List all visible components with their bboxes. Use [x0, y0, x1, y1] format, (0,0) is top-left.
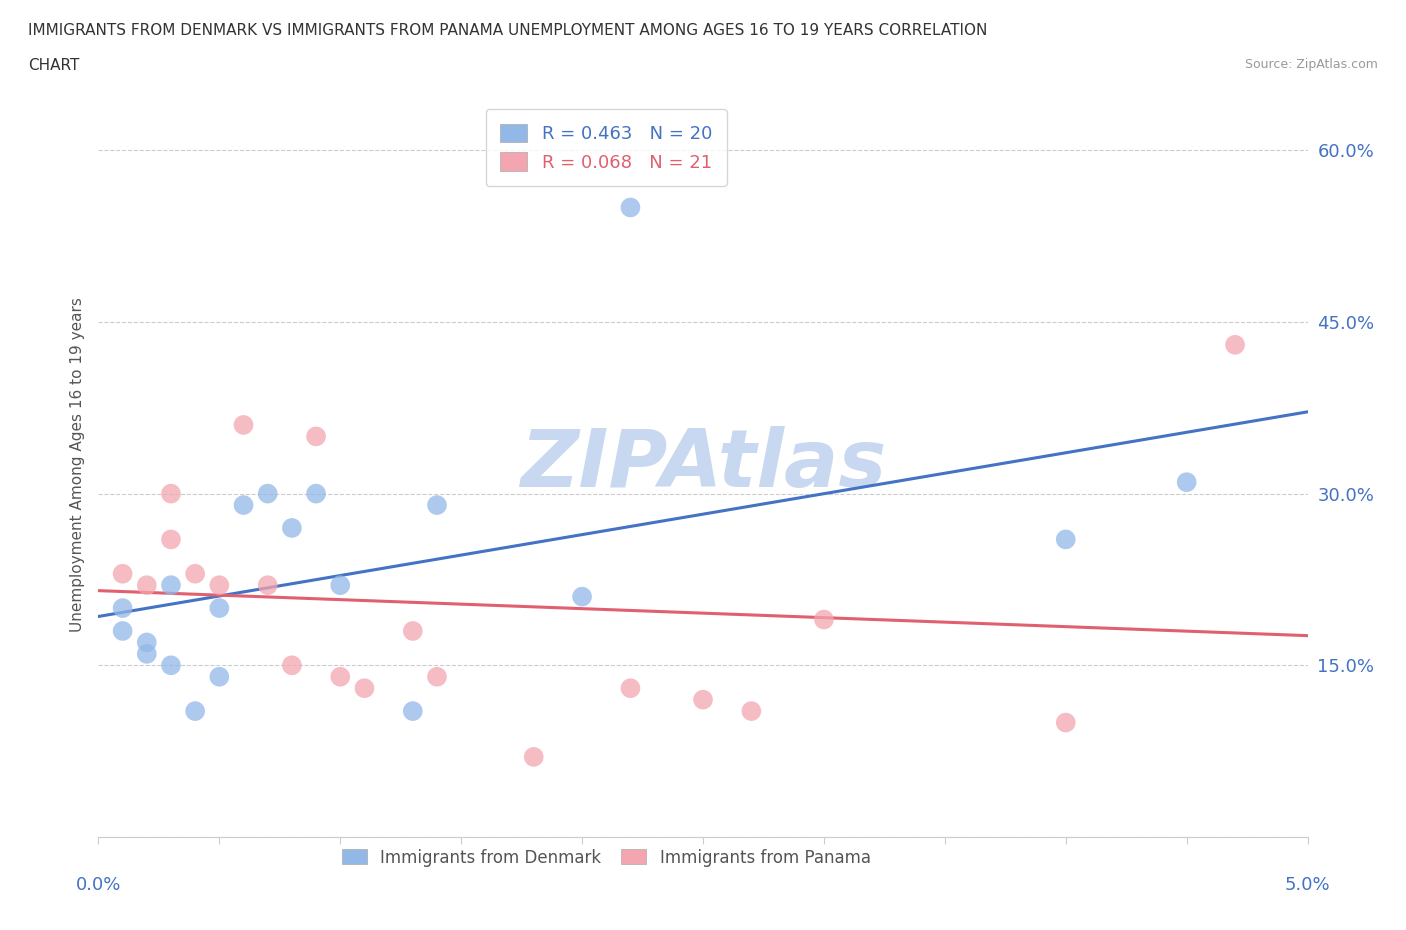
Point: [111, 566, 134, 581]
Point: [208, 601, 231, 616]
Point: [184, 566, 207, 581]
Point: [426, 670, 449, 684]
Point: [619, 681, 641, 696]
Point: [813, 612, 835, 627]
Point: [329, 578, 352, 592]
Point: [111, 623, 134, 638]
Point: [402, 623, 425, 638]
Point: [426, 498, 449, 512]
Point: [329, 670, 352, 684]
Point: [135, 635, 157, 650]
Point: [160, 658, 183, 672]
Text: 5.0%: 5.0%: [1285, 876, 1330, 894]
Text: CHART: CHART: [28, 58, 80, 73]
Y-axis label: Unemployment Among Ages 16 to 19 years: Unemployment Among Ages 16 to 19 years: [69, 298, 84, 632]
Point: [208, 670, 231, 684]
Point: [135, 646, 157, 661]
Point: [160, 486, 183, 501]
Text: 0.0%: 0.0%: [76, 876, 121, 894]
Point: [184, 704, 207, 719]
Text: Source: ZipAtlas.com: Source: ZipAtlas.com: [1244, 58, 1378, 71]
Point: [740, 704, 762, 719]
Point: [692, 692, 714, 707]
Point: [281, 521, 304, 536]
Point: [160, 532, 183, 547]
Point: [353, 681, 375, 696]
Point: [111, 601, 134, 616]
Point: [523, 750, 546, 764]
Point: [232, 498, 254, 512]
Point: [160, 578, 183, 592]
Point: [232, 418, 254, 432]
Text: ZIPAtlas: ZIPAtlas: [520, 426, 886, 504]
Point: [305, 429, 328, 444]
Point: [135, 578, 157, 592]
Point: [1054, 715, 1077, 730]
Legend: Immigrants from Denmark, Immigrants from Panama: Immigrants from Denmark, Immigrants from…: [335, 842, 877, 873]
Point: [402, 704, 425, 719]
Point: [619, 200, 641, 215]
Point: [256, 578, 278, 592]
Point: [281, 658, 304, 672]
Point: [305, 486, 328, 501]
Point: [1175, 474, 1198, 489]
Point: [256, 486, 278, 501]
Point: [208, 578, 231, 592]
Point: [1223, 338, 1246, 352]
Point: [571, 590, 593, 604]
Point: [1054, 532, 1077, 547]
Text: IMMIGRANTS FROM DENMARK VS IMMIGRANTS FROM PANAMA UNEMPLOYMENT AMONG AGES 16 TO : IMMIGRANTS FROM DENMARK VS IMMIGRANTS FR…: [28, 23, 987, 38]
